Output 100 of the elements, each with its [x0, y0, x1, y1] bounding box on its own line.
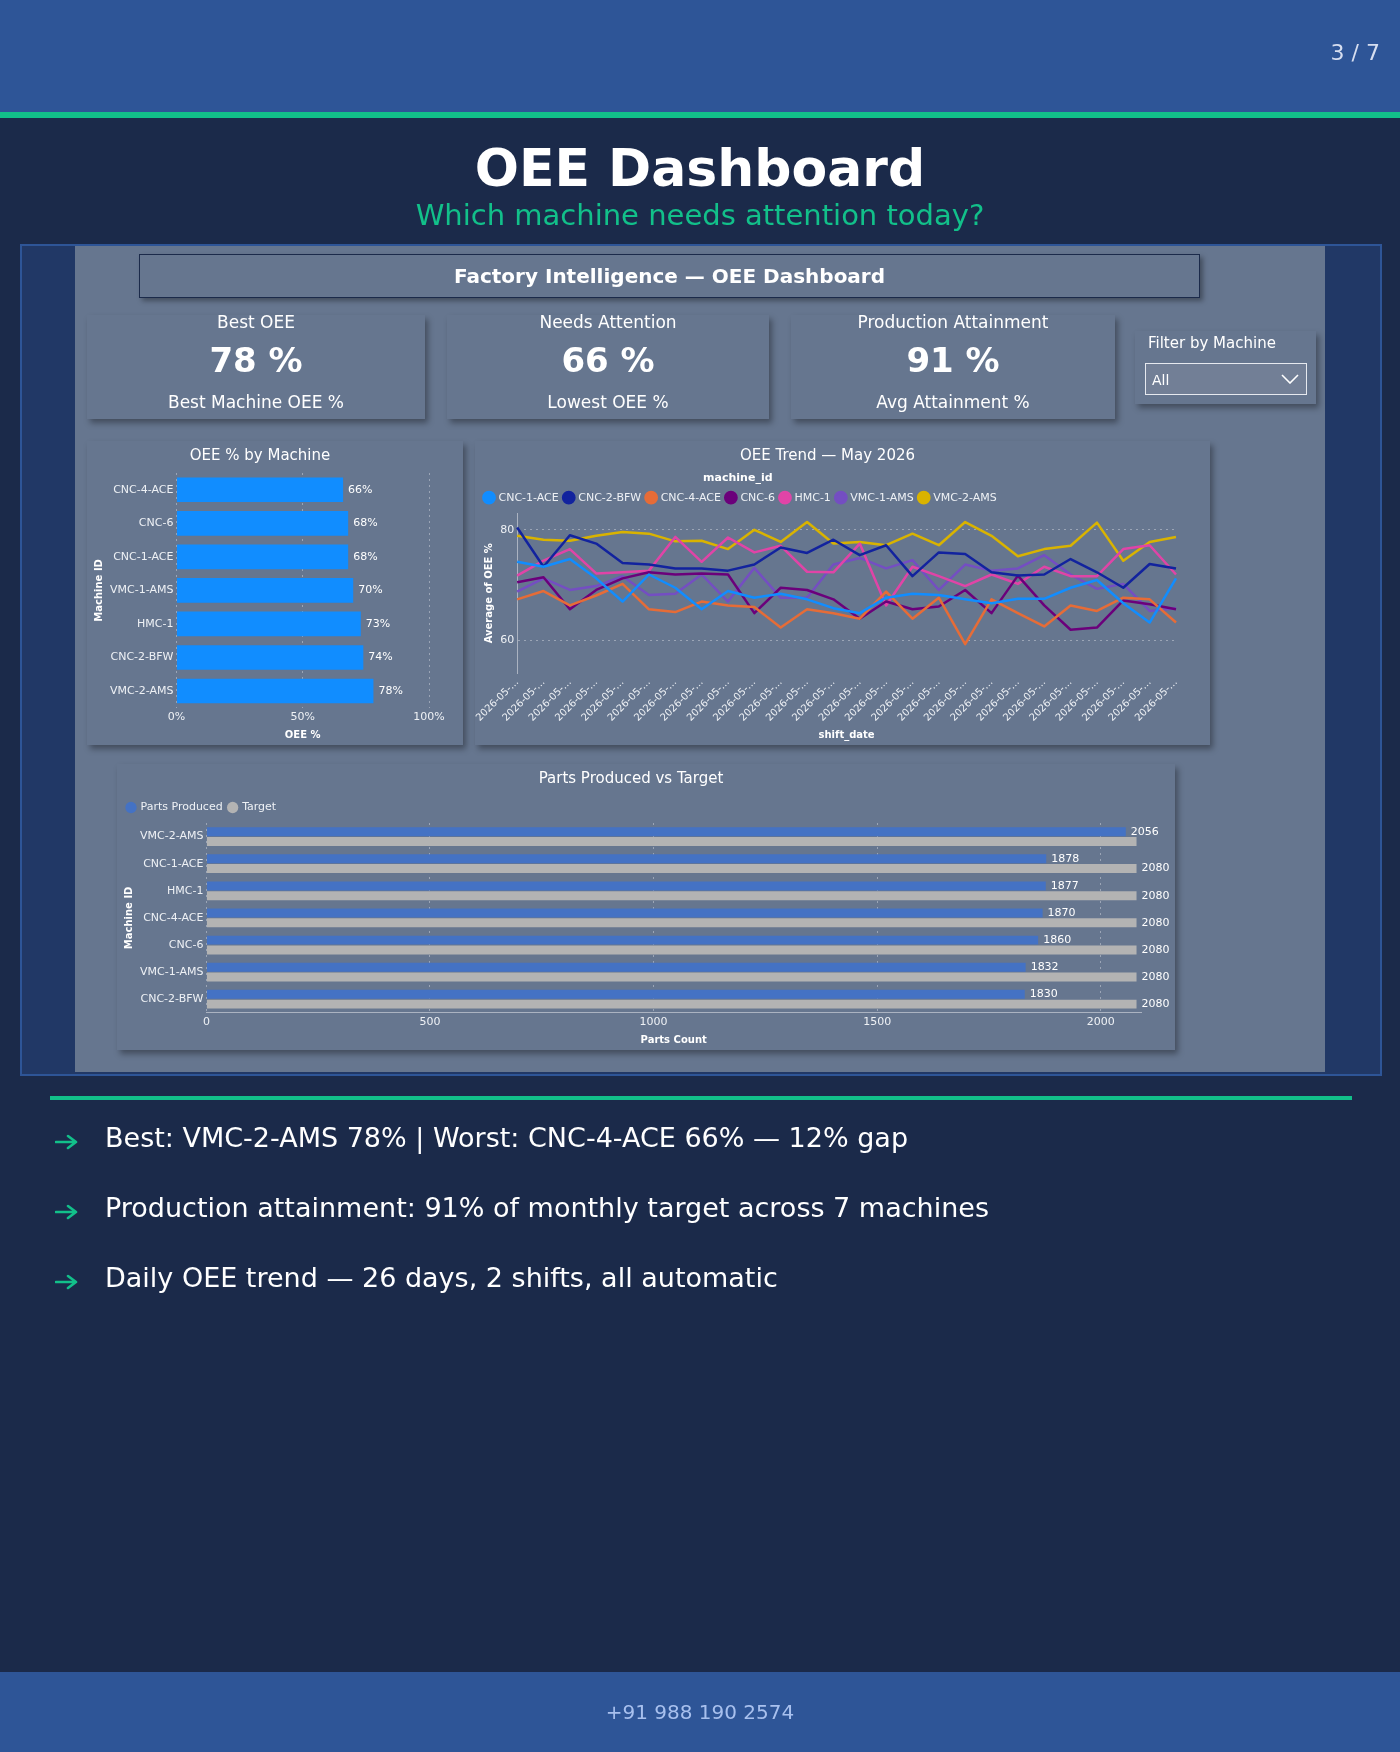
- y-tick-label: CNC-6: [138, 516, 174, 530]
- text: Lowest OEE %: [546, 392, 670, 412]
- y-tick-label: VMC-2-AMS: [140, 829, 204, 843]
- bar: [176, 611, 361, 637]
- text: Avg Attainment %: [875, 392, 1031, 412]
- bar: [176, 578, 354, 603]
- legend-title: machine_id: [703, 471, 773, 485]
- text: 78 %: [208, 340, 304, 380]
- x-axis-title: shift_date: [818, 728, 875, 741]
- data-label: 2056: [1130, 824, 1159, 838]
- y-tick-label: CNC-2-BFW: [140, 992, 204, 1006]
- text: 3 / 7: [1329, 40, 1380, 65]
- bar: [206, 891, 1137, 901]
- x-tick-label: 0: [202, 1015, 210, 1029]
- chart-title: Parts Produced vs Target: [538, 768, 724, 787]
- y-tick-label: CNC-1-ACE: [143, 856, 204, 870]
- bar: [206, 881, 1046, 891]
- data-label: 66%: [348, 482, 373, 496]
- y-tick-label: CNC-4-ACE: [143, 910, 204, 924]
- data-label: 1877: [1050, 878, 1079, 892]
- text: Best Machine OEE %: [166, 392, 345, 412]
- legend-label: Target: [241, 800, 277, 814]
- bar: [206, 827, 1126, 837]
- x-axis-title: OEE %: [284, 728, 321, 740]
- bar: [176, 510, 349, 536]
- chart-title: OEE % by Machine: [189, 445, 331, 464]
- data-label: 1860: [1043, 932, 1072, 946]
- y-tick-label: CNC-6: [168, 937, 204, 951]
- data-label: 2080: [1141, 969, 1170, 983]
- bar: [206, 918, 1137, 928]
- y-tick-label: VMC-2-AMS: [110, 683, 174, 697]
- data-label: 78%: [378, 683, 403, 697]
- text: +91 988 190 2574: [604, 1700, 796, 1724]
- bar: [206, 836, 1137, 846]
- bar: [176, 645, 364, 670]
- data-label: 68%: [353, 549, 378, 563]
- bar: [206, 945, 1137, 955]
- x-axis-title: Parts Count: [640, 1033, 707, 1045]
- y-tick-label: 80: [500, 522, 515, 536]
- bar: [206, 962, 1026, 972]
- bar: [206, 935, 1039, 945]
- data-label: 2080: [1141, 888, 1170, 902]
- text: Best: VMC-2-AMS 78% | Worst: CNC-4-ACE 66% — 12% gap: [105, 1122, 910, 1153]
- bar: [206, 864, 1137, 874]
- bar: [176, 678, 374, 704]
- data-label: 2080: [1141, 996, 1170, 1010]
- y-axis-title: Machine ID: [122, 886, 134, 950]
- text: Factory Intelligence — OEE Dashboard: [139, 254, 1200, 298]
- x-tick-label: 500: [419, 1015, 441, 1029]
- y-tick-label: CNC-2-BFW: [110, 650, 174, 664]
- y-tick-label: 60: [500, 633, 515, 647]
- text: Best OEE: [216, 312, 296, 332]
- text: Filter by Machine: [1148, 334, 1277, 352]
- x-tick-label: 0%: [167, 710, 186, 724]
- x-tick-label: 1000: [639, 1015, 668, 1029]
- data-label: 1830: [1029, 987, 1058, 1001]
- data-label: 73%: [365, 616, 391, 630]
- y-tick-label: VMC-1-AMS: [140, 964, 204, 978]
- y-tick-label: VMC-1-AMS: [110, 583, 174, 597]
- data-label: 74%: [368, 650, 393, 664]
- legend-label: CNC-6: [740, 490, 775, 504]
- x-tick-label: 100%: [413, 710, 445, 724]
- text: All: [1152, 372, 1171, 388]
- legend-label: VMC-2-AMS: [933, 490, 997, 504]
- text: Daily OEE trend — 26 days, 2 shifts, all automatic: [105, 1262, 779, 1293]
- legend-label: HMC-1: [794, 490, 831, 504]
- y-axis-title: Average of OEE %: [482, 543, 494, 644]
- bar: [176, 477, 344, 503]
- data-label: 70%: [358, 583, 383, 597]
- x-tick-label: 50%: [290, 710, 315, 724]
- text: 91 %: [905, 340, 1001, 380]
- text: 66 %: [560, 340, 656, 380]
- bar: [206, 854, 1047, 864]
- x-tick-label: 2000: [1086, 1015, 1115, 1029]
- x-tick-label: 1500: [863, 1015, 892, 1029]
- chart-title: OEE Trend — May 2026: [739, 445, 916, 464]
- y-axis-title: Machine ID: [92, 559, 104, 622]
- y-tick-label: HMC-1: [136, 616, 174, 630]
- y-tick-label: CNC-4-ACE: [113, 482, 174, 496]
- text: Needs Attention: [538, 312, 678, 332]
- y-tick-label: CNC-1-ACE: [113, 549, 174, 563]
- text: OEE Dashboard: [473, 138, 927, 198]
- legend-label: CNC-2-BFW: [578, 490, 642, 504]
- y-tick-label: HMC-1: [166, 883, 204, 897]
- bar: [206, 999, 1137, 1009]
- data-label: 2080: [1141, 942, 1170, 956]
- text: Production Attainment: [856, 312, 1050, 332]
- text: Which machine needs attention today?: [414, 198, 986, 232]
- data-label: 1878: [1051, 851, 1080, 865]
- data-label: 2080: [1141, 861, 1170, 875]
- bar: [206, 908, 1043, 918]
- bar: [176, 544, 349, 570]
- legend-label: VMC-1-AMS: [850, 490, 914, 504]
- data-label: 1870: [1047, 905, 1076, 919]
- legend-label: Parts Produced: [140, 800, 223, 814]
- legend-label: CNC-4-ACE: [660, 490, 721, 504]
- text: Production attainment: 91% of monthly target across 7 machines: [105, 1192, 990, 1223]
- bar: [206, 989, 1025, 999]
- data-label: 1832: [1030, 960, 1059, 974]
- data-label: 68%: [353, 516, 378, 530]
